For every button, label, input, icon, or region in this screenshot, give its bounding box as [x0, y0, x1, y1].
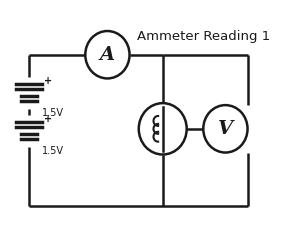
- Text: A: A: [100, 46, 115, 64]
- Text: +: +: [44, 76, 52, 86]
- Text: Ammeter Reading 1: Ammeter Reading 1: [137, 30, 270, 44]
- Circle shape: [203, 105, 248, 153]
- Text: 1.5V: 1.5V: [42, 146, 64, 156]
- Text: V: V: [218, 120, 233, 138]
- Text: 1.5V: 1.5V: [42, 108, 64, 118]
- Circle shape: [139, 103, 187, 155]
- Circle shape: [85, 31, 130, 79]
- Text: +: +: [44, 114, 52, 124]
